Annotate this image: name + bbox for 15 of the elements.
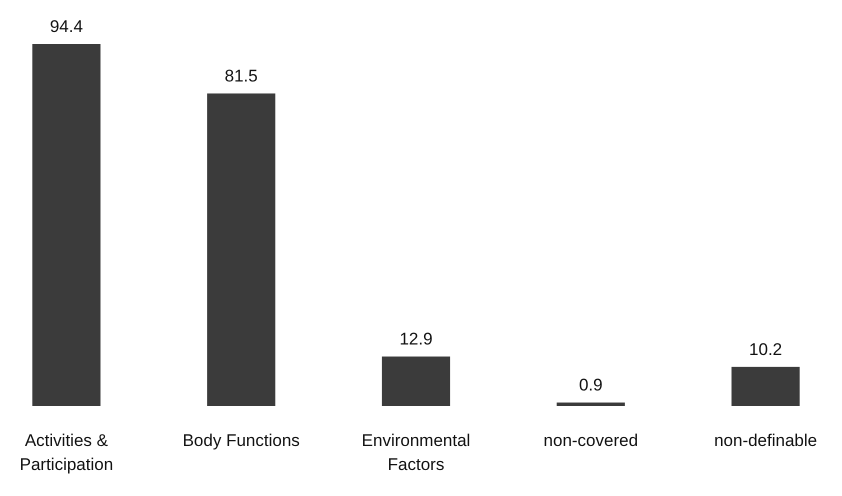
data-label: 94.4 bbox=[50, 17, 83, 36]
data-label: 12.9 bbox=[399, 330, 433, 349]
x-tick-label: Activities & Participation bbox=[20, 431, 114, 474]
x-tick-label: Environmental Factors bbox=[362, 431, 470, 474]
bar bbox=[556, 402, 625, 406]
x-tick-label: non-covered bbox=[544, 431, 638, 450]
data-label: 0.9 bbox=[578, 376, 603, 395]
bar bbox=[32, 44, 100, 406]
x-tick-label: Body Functions bbox=[182, 431, 300, 450]
bar bbox=[207, 93, 276, 406]
bar bbox=[382, 356, 450, 406]
bar bbox=[732, 366, 800, 406]
data-label: 10.2 bbox=[749, 340, 782, 359]
data-label: 81.5 bbox=[224, 66, 258, 86]
x-tick-label: non-definable bbox=[714, 431, 818, 450]
